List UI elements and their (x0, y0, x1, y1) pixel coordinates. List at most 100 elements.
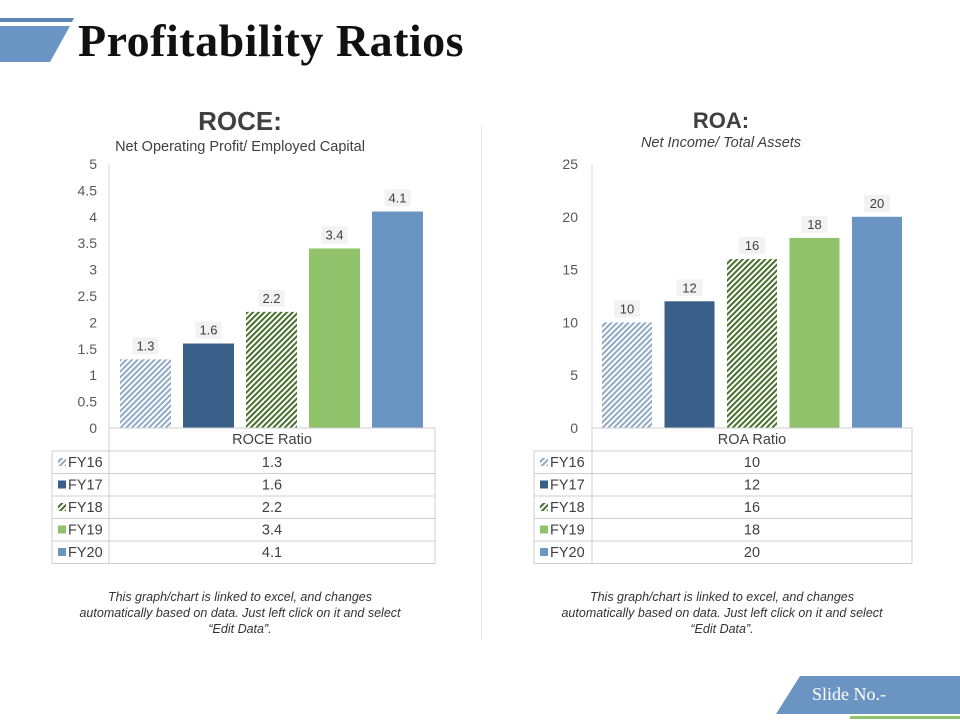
legend-swatch (58, 480, 66, 489)
bar-fy17[interactable] (183, 343, 234, 428)
title-decoration (0, 18, 74, 62)
y-tick-label: 2.5 (78, 288, 98, 304)
y-tick-label: 3.5 (78, 235, 98, 251)
note-line: This graph/chart is linked to excel, and… (589, 590, 855, 604)
bar-fy18[interactable] (727, 259, 777, 428)
title-band (0, 26, 70, 62)
data-label-box (384, 189, 411, 207)
legend-swatch (58, 503, 66, 511)
data-label-box (676, 279, 703, 297)
legend-entry: FY18 (550, 500, 585, 516)
y-tick-label: 3 (89, 262, 97, 278)
chart-note: This graph/chart is linked to excel, and… (40, 589, 440, 637)
title-band-thin (0, 18, 74, 22)
data-label: 16 (745, 238, 759, 253)
legend-entry: FY20 (550, 545, 585, 561)
data-label: 12 (682, 280, 696, 295)
slide-number-label: Slide No.- (812, 684, 886, 704)
note-line: automatically based on data. Just left c… (561, 606, 883, 620)
table-value: 16 (744, 500, 760, 516)
table-value: 18 (744, 523, 760, 539)
y-tick-label: 1.5 (78, 341, 98, 357)
note-line: “Edit Data”. (208, 622, 272, 636)
data-label-box (195, 321, 222, 339)
table-value: 2.2 (262, 500, 282, 516)
y-tick-label: 5 (89, 156, 97, 172)
data-label-box (258, 289, 285, 307)
page-title: Profitability Ratios (78, 15, 465, 66)
chart-title: ROA: (692, 108, 750, 133)
chart-note: This graph/chart is linked to excel, and… (522, 589, 922, 637)
legend-entry: FY19 (68, 523, 103, 539)
y-tick-label: 0 (570, 420, 578, 436)
note-line: automatically based on data. Just left c… (79, 606, 401, 620)
legend-swatch (58, 525, 66, 534)
table-value: 10 (744, 455, 760, 471)
legend-entry: FY19 (550, 523, 585, 539)
y-tick-label: 4 (89, 209, 97, 225)
data-label: 1.6 (199, 323, 217, 338)
y-tick-label: 20 (562, 209, 578, 225)
y-tick-label: 4.5 (78, 182, 98, 198)
data-label-box (614, 300, 640, 318)
data-label-box (864, 194, 890, 212)
table-value: 20 (744, 545, 760, 561)
legend-swatch (58, 458, 66, 466)
bar-fy20[interactable] (372, 211, 423, 428)
table-value: 12 (744, 478, 760, 494)
y-tick-label: 0 (89, 420, 97, 436)
slide-number-underline (850, 716, 960, 719)
table-value: 4.1 (262, 545, 282, 561)
data-label: 4.1 (388, 191, 406, 206)
legend-entry: FY17 (68, 478, 103, 494)
y-tick-label: 10 (562, 314, 578, 330)
roce-plot: 0 0.5 1 1.5 2 2.5 3 3.5 4 4.5 5 1.3 1.6 2.2 3.4 4.1 ROCE… (51, 156, 436, 564)
table-header: ROA Ratio (718, 432, 787, 448)
table-header: ROCE Ratio (232, 432, 312, 448)
bar-fy19[interactable] (789, 237, 840, 428)
table-value: 3.4 (262, 523, 282, 539)
data-label-box (321, 226, 348, 244)
bar-fy18[interactable] (246, 311, 297, 428)
legend-entry: FY16 (68, 455, 103, 471)
data-label: 10 (620, 301, 634, 316)
legend-entry: FY16 (550, 455, 585, 471)
table-value: 1.3 (262, 455, 282, 471)
bar-fy19[interactable] (309, 248, 360, 428)
legend-entry: FY17 (550, 478, 585, 494)
legend-swatch (540, 458, 548, 466)
table-value: 1.6 (262, 478, 282, 494)
roce-chart[interactable]: ROCE: Net Operating Profit/ Employed Cap… (0, 100, 480, 636)
chart-title: ROCE: (198, 106, 282, 136)
data-label: 3.4 (325, 227, 343, 242)
legend-swatch (58, 548, 66, 556)
data-label-box (801, 215, 828, 233)
bar-fy16[interactable] (602, 322, 652, 428)
data-label: 18 (807, 217, 821, 232)
legend-swatch (540, 503, 548, 511)
data-label: 20 (870, 196, 884, 211)
y-tick-label: 5 (570, 367, 578, 383)
data-label: 1.3 (136, 338, 154, 353)
y-tick-label: 15 (562, 262, 578, 278)
legend-swatch (540, 525, 548, 534)
bar-fy17[interactable] (664, 301, 715, 428)
legend-entry: FY18 (68, 500, 103, 516)
legend-entry: FY20 (68, 545, 103, 561)
data-label: 2.2 (262, 291, 280, 306)
y-tick-label: 2 (89, 314, 97, 330)
y-tick-label: 25 (562, 156, 578, 172)
chart-subtitle: Net Operating Profit/ Employed Capital (115, 139, 365, 155)
note-line: “Edit Data”. (690, 622, 754, 636)
bar-fy20[interactable] (852, 216, 902, 428)
chart-divider (481, 125, 482, 640)
legend-swatch (540, 548, 548, 556)
note-line: This graph/chart is linked to excel, and… (107, 590, 373, 604)
chart-subtitle: Net Income/ Total Assets (640, 135, 802, 151)
roa-plot: 0 5 10 15 20 25 10 12 16 18 20 ROA Ratio FY16 10 FY17 1… (533, 156, 913, 564)
y-tick-label: 0.5 (78, 394, 98, 410)
roa-chart[interactable]: ROA: Net Income/ Total Assets 0 5 10 15 20 25… (482, 100, 960, 636)
data-label-box (739, 237, 765, 255)
bar-fy16[interactable] (120, 359, 171, 428)
data-label-box (132, 337, 159, 355)
